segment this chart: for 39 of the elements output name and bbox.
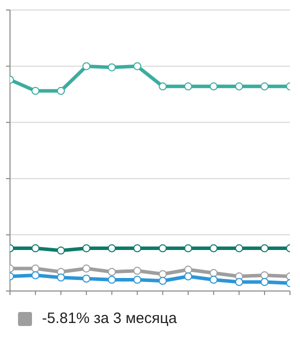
point — [82, 244, 90, 252]
point — [210, 82, 218, 90]
point — [108, 63, 116, 72]
point — [260, 244, 269, 252]
point — [108, 276, 116, 284]
point — [56, 274, 65, 282]
point — [235, 82, 244, 90]
point — [184, 266, 192, 274]
point — [82, 274, 90, 283]
point — [184, 82, 192, 90]
point — [56, 246, 65, 255]
point — [133, 276, 142, 284]
point — [260, 278, 269, 286]
point — [235, 244, 244, 252]
point — [210, 244, 218, 252]
point — [108, 244, 116, 252]
point — [31, 244, 40, 252]
point — [31, 271, 40, 280]
point — [260, 82, 269, 90]
point — [82, 264, 90, 273]
point — [133, 62, 142, 70]
point — [158, 82, 167, 90]
point — [158, 244, 167, 252]
point — [210, 269, 218, 278]
point — [210, 276, 218, 284]
point — [31, 86, 40, 95]
point — [260, 271, 269, 280]
point — [133, 266, 142, 275]
point — [108, 268, 116, 276]
legend-label: -5.81% за 3 месяца — [42, 310, 177, 327]
point — [133, 244, 142, 252]
point — [31, 264, 40, 273]
point — [235, 278, 244, 286]
point — [184, 272, 192, 280]
point — [82, 62, 90, 70]
point — [184, 244, 192, 252]
point — [158, 276, 167, 285]
point — [56, 86, 65, 95]
point — [158, 270, 167, 278]
